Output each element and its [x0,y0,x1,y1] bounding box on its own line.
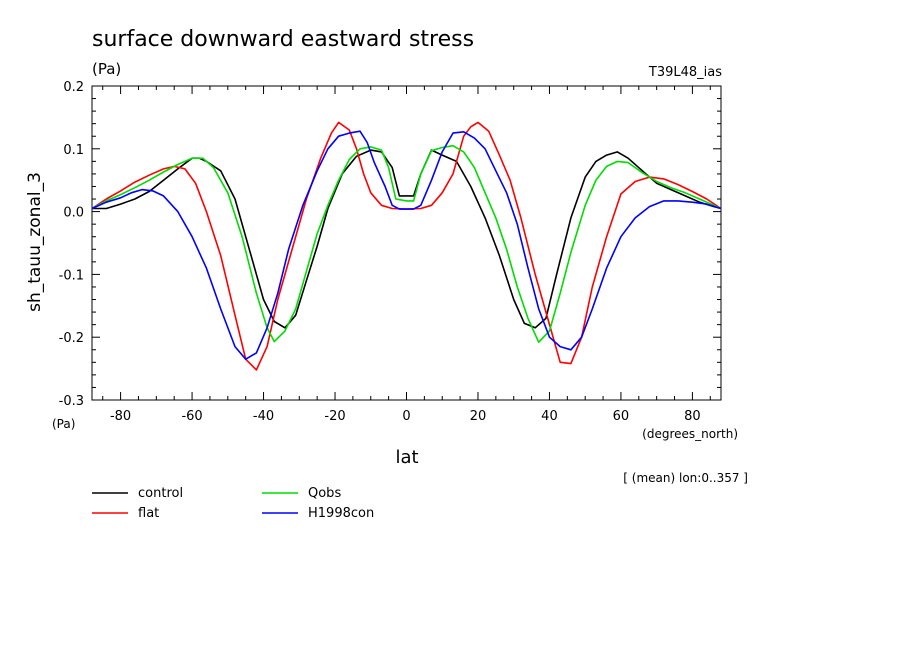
legend-label: control [138,486,183,501]
y-axis-units: (Pa) [52,417,75,431]
legend-item-control: control [92,486,183,501]
y-tick-label: 0.0 [63,206,84,221]
plot-frame [91,85,722,401]
y-tick-label: -0.2 [59,331,84,346]
x-tick-label: 0 [402,409,410,424]
x-tick-label: -60 [181,409,202,424]
series-line-flat [91,121,722,371]
x-axis-units: (degrees_north) [642,427,738,441]
x-tick-label: -80 [110,409,131,424]
series-line-qobs [91,144,722,344]
series-line-control [92,149,722,329]
y-tick-label: 0.1 [63,143,84,158]
chart-title: surface downward eastward stress [92,27,474,52]
x-tick-label: 60 [613,409,630,424]
x-axis-label: lat [395,447,418,468]
y-axis-label: sh_tauu_zonal_3 [25,172,45,312]
chart-units-label: (Pa) [92,60,121,78]
legend-label: flat [138,506,159,521]
averaging-note: [ (mean) lon:0..357 ] [623,471,748,485]
axes: -80 -60 -40 -20 0 20 40 60 80 -0.3 -0.2 -0.1 0.0 0.1 0… [59,80,722,424]
run-label: T39L48_ias [648,65,722,80]
x-tick-label: 40 [541,409,558,424]
x-tick-label: 80 [684,409,701,424]
legend-item-qobs: Qobs [262,486,341,501]
y-tick-label: 0.2 [63,80,84,95]
legend-item-flat: flat [92,506,159,521]
y-tick-label: -0.3 [59,394,84,409]
y-tick-label: -0.1 [59,268,84,283]
legend-item-h1998con: H1998con [262,506,374,521]
legend-label: H1998con [308,506,374,521]
legend: control flat Qobs H1998con [92,486,374,521]
series-lines [91,121,722,371]
x-tick-label: -20 [324,409,345,424]
x-tick-label: 20 [470,409,487,424]
legend-label: Qobs [308,486,341,501]
x-tick-label: -40 [253,409,274,424]
series-line-h1998con [91,130,722,361]
